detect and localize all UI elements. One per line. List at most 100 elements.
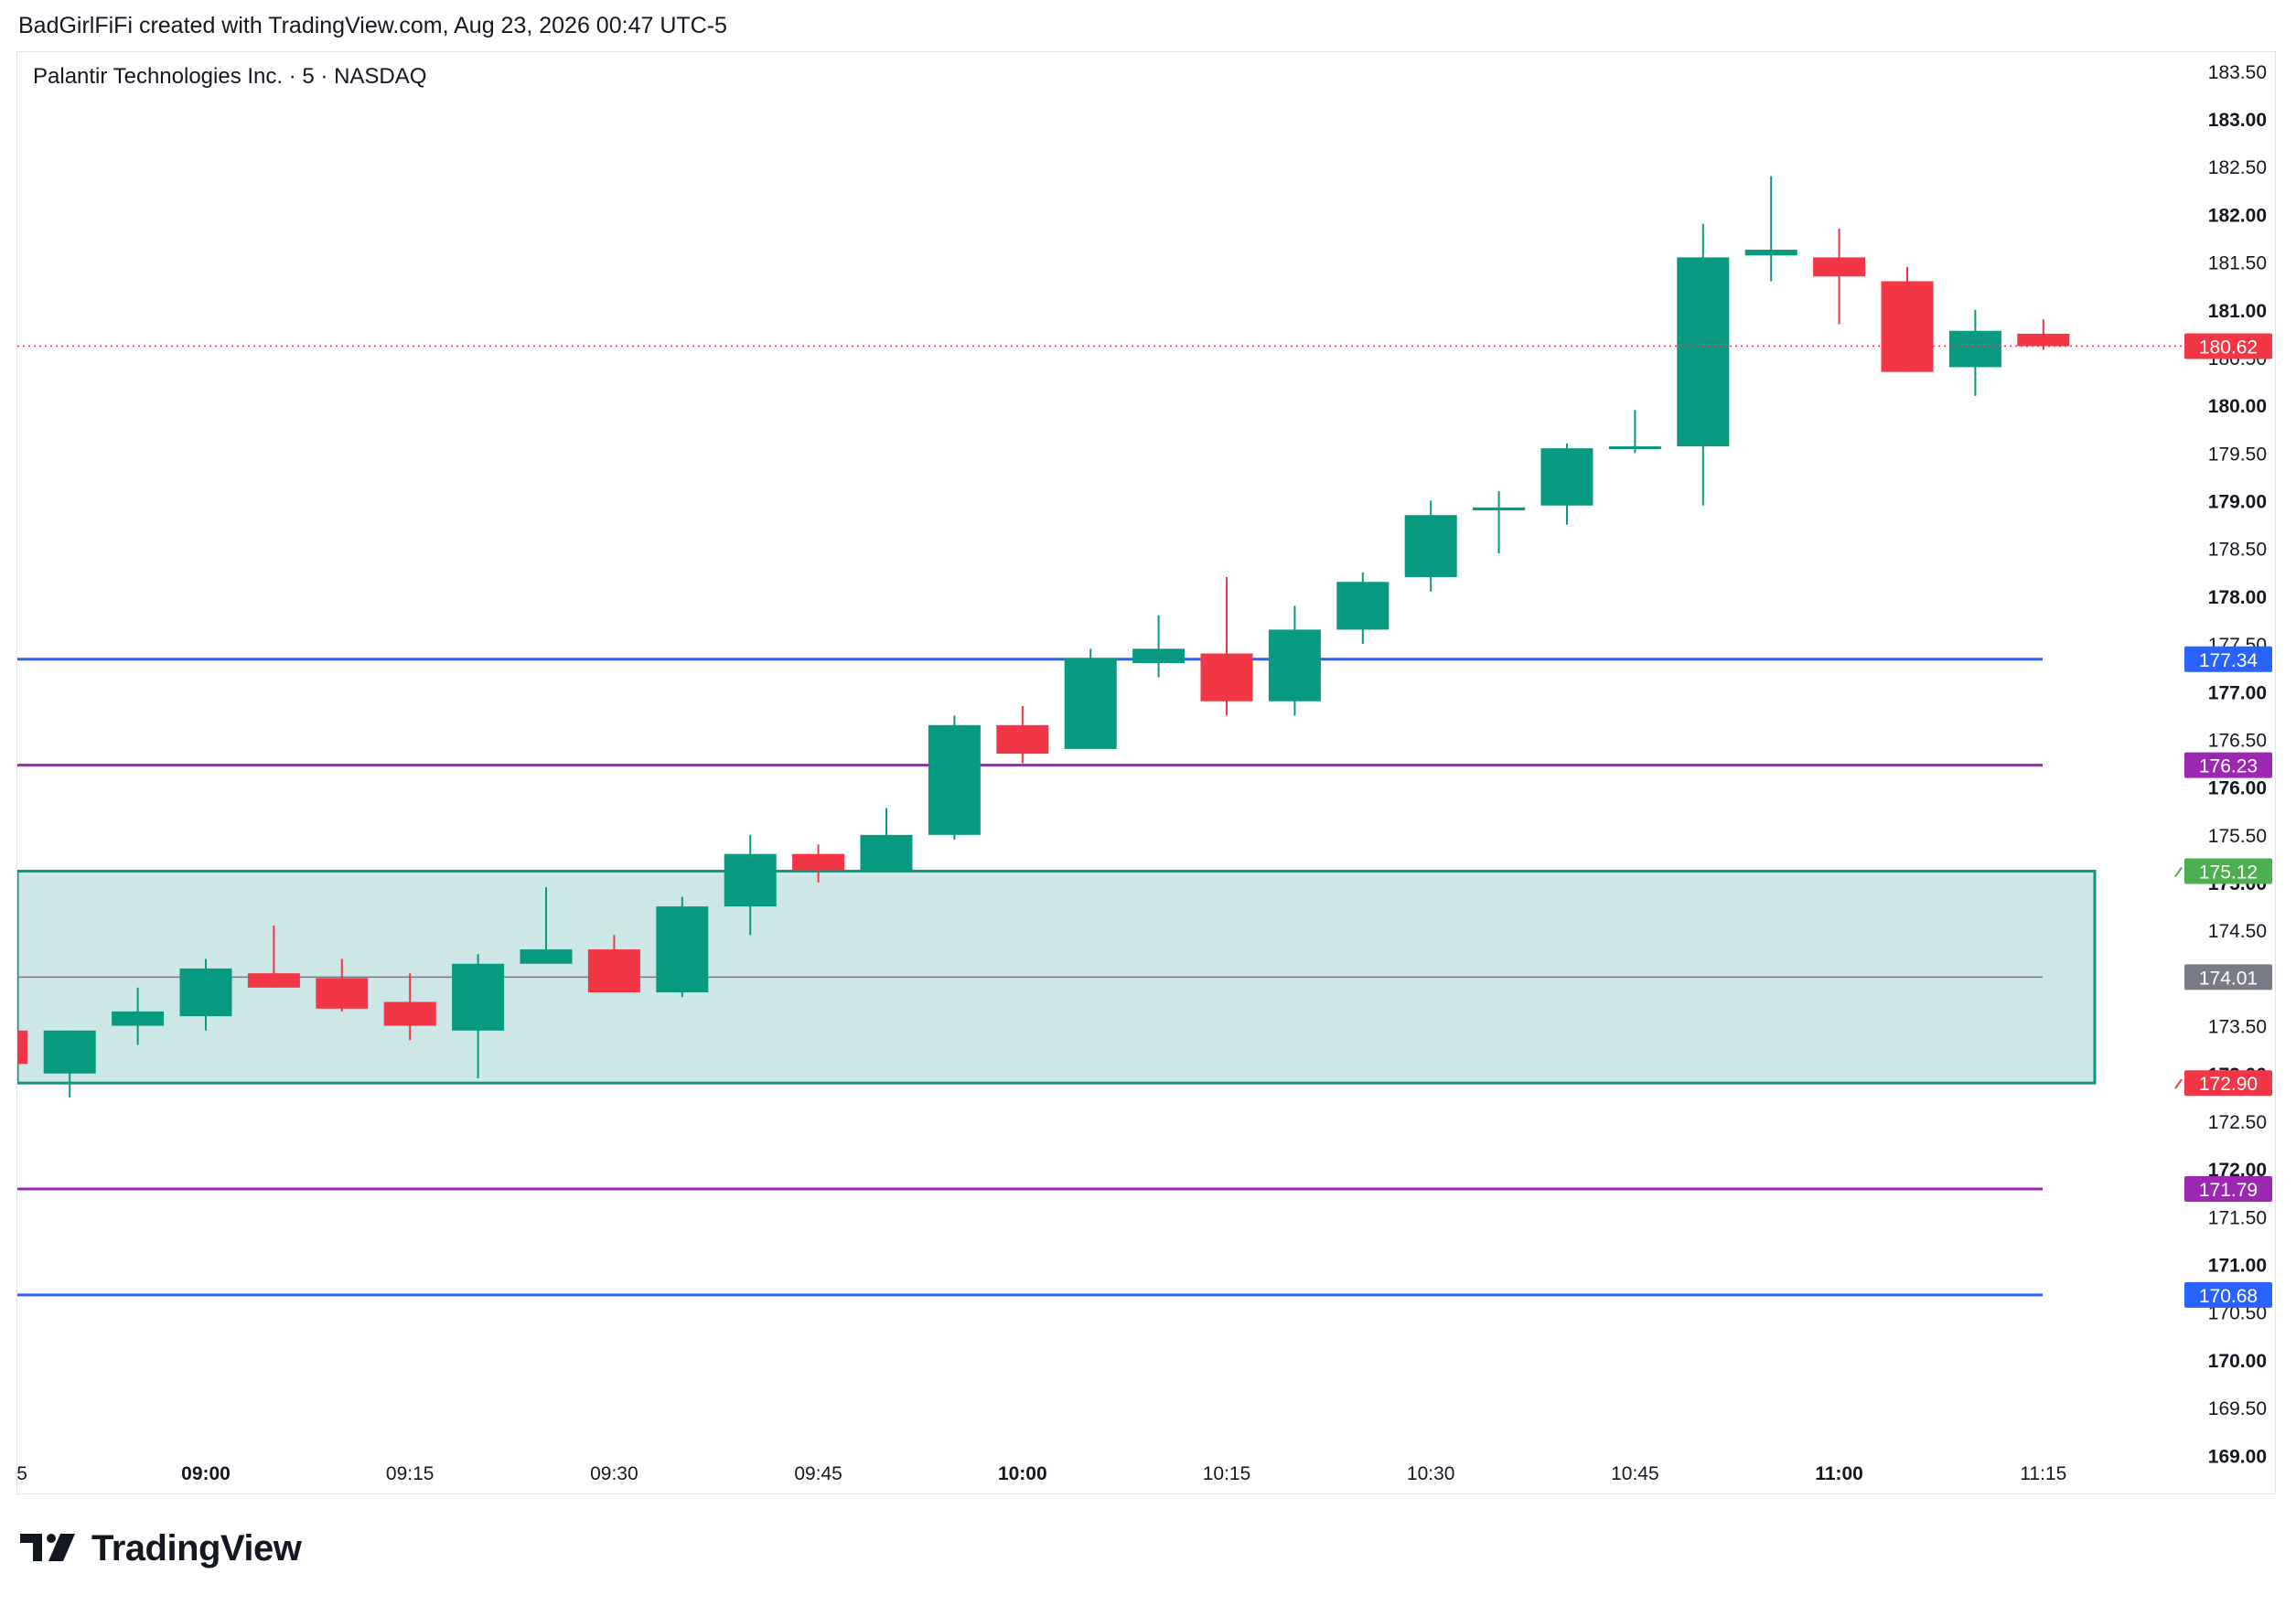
y-tick-label: 182.00 [2208,205,2267,226]
brand-logo[interactable]: TradingView [20,1526,302,1571]
candle [1881,266,1934,372]
x-tick-label: 10:15 [1203,1463,1251,1484]
candle-body [112,1011,165,1026]
candle-body [1132,648,1186,663]
y-tick-label: 173.50 [2208,1017,2267,1038]
candle [656,896,709,998]
x-tick-label: 10:30 [1407,1463,1455,1484]
brand-name: TradingView [91,1527,302,1569]
candle-body [1473,507,1526,510]
last-price-label-bg [2184,333,2272,359]
blue-level-upper-label: 177.34 [2184,646,2272,672]
x-tick-label: 11:00 [1815,1463,1863,1484]
blue-level-upper-label-text: 177.34 [2199,650,2258,671]
zone-bottom-label-text: 172.90 [2199,1074,2258,1095]
blue-level-upper-label-bg [2184,646,2272,672]
purple-level-lower-label: 171.79 [2184,1176,2272,1203]
candle-body [587,949,640,993]
y-tick-label: 178.50 [2208,540,2267,561]
blue-level-lower-label-bg [2184,1281,2272,1308]
y-tick-label: 178.00 [2208,587,2267,608]
purple-level-upper-label: 176.23 [2184,752,2272,778]
candle [1608,410,1661,454]
x-tick-label: 10:45 [1611,1463,1659,1484]
y-tick-label: 174.50 [2208,921,2267,942]
x-tick-label: 09:15 [386,1463,435,1484]
candle [587,935,640,993]
candle-body [792,853,845,871]
candle-body [1540,448,1593,506]
candle [1677,223,1730,506]
y-tick-label: 182.50 [2208,157,2267,178]
y-tick-label: 183.00 [2208,110,2267,131]
candle-body [1813,257,1866,277]
y-tick-label: 177.00 [2208,682,2267,703]
candle [1268,605,1321,716]
candle [1336,572,1389,645]
x-tick-label: 5 [16,1463,27,1484]
x-tick-label: 09:00 [181,1463,231,1484]
y-tick-label: 172.50 [2208,1112,2267,1133]
candle-body [1881,281,1934,372]
candle-body [2017,333,2070,347]
zone-mid-label: 174.01 [2184,964,2272,990]
candle [928,715,981,840]
y-tick-label: 181.00 [2208,301,2267,322]
x-tick-label: 11:15 [2020,1463,2066,1484]
candle [1813,229,1866,325]
candle [1064,648,1117,749]
candle-body [520,949,573,964]
x-tick-label: 09:30 [590,1463,638,1484]
blue-level-lower-label: 170.68 [2184,1281,2272,1308]
candle-body [656,906,709,993]
zone-top-handle [2174,866,2183,878]
candle-body [17,1030,28,1065]
zone-bottom-label: 172.90 [2184,1070,2272,1097]
tradingview-logo-icon [20,1534,75,1561]
candle-body [316,978,369,1009]
candle [1200,577,1253,716]
candle [860,808,913,872]
candle [520,887,573,964]
y-tick-label: 172.00 [2208,1160,2267,1181]
zone-top-label-text: 175.12 [2199,862,2258,883]
y-tick-label: 176.00 [2208,778,2267,799]
candle [792,844,845,883]
purple-level-lower-label-bg [2184,1176,2272,1203]
symbol-title: Palantir Technologies Inc. · 5 · NASDAQ [33,64,427,89]
x-tick-label: 10:00 [998,1463,1047,1484]
candle [724,834,777,936]
zone-top-label: 175.12 [2184,858,2272,884]
candle-body [1948,330,2001,368]
candle-body [1744,250,1797,256]
candle-body [928,724,981,835]
candle-body [1336,582,1389,630]
y-tick-label: 171.50 [2208,1207,2267,1228]
y-tick-label: 170.50 [2208,1303,2267,1324]
chart-credit: BadGirlFiFi created with TradingView.com… [18,13,727,38]
y-tick-label: 176.50 [2208,730,2267,751]
price-chart[interactable]: 183.50 183.00 182.50 182.00 181.50 181.00 180.… [0,0,2296,1500]
candle [452,954,505,1078]
zone-mid-label-bg [2184,964,2272,990]
candle-body [1677,257,1730,447]
candle [996,705,1049,764]
candle [1132,615,1186,678]
candle [383,973,436,1041]
zone-bottom-label-bg [2184,1070,2272,1097]
y-tick-label: 169.50 [2208,1398,2267,1419]
candle-body [1608,446,1661,450]
candle-body [724,853,777,907]
candle [179,958,232,1031]
candle [247,925,300,988]
candle-body [383,1001,436,1026]
candle-body [179,968,232,1017]
candle-body [452,963,505,1031]
candle [1473,491,1526,553]
candle [43,1030,96,1097]
candle [112,987,165,1045]
chart-pane[interactable] [16,51,2276,1494]
zone-mid-label-text: 174.01 [2199,968,2258,989]
y-tick-label: 179.00 [2208,492,2267,513]
candle-body [1268,629,1321,701]
